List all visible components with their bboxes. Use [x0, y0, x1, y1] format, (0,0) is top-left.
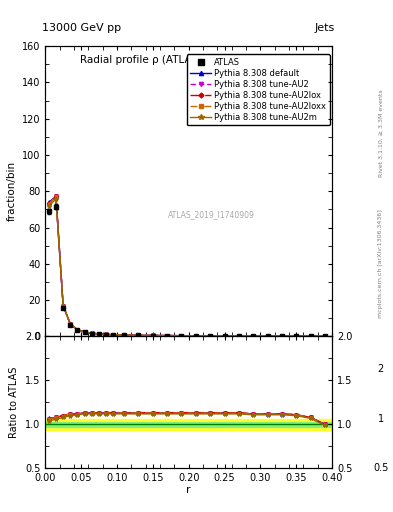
- Text: Jets: Jets: [315, 23, 335, 33]
- Text: 2: 2: [378, 365, 384, 374]
- Text: Rivet 3.1.10, ≥ 3.3M events: Rivet 3.1.10, ≥ 3.3M events: [378, 90, 383, 177]
- Legend: ATLAS, Pythia 8.308 default, Pythia 8.308 tune-AU2, Pythia 8.308 tune-AU2lox, Py: ATLAS, Pythia 8.308 default, Pythia 8.30…: [187, 54, 330, 125]
- Y-axis label: fraction/bin: fraction/bin: [6, 161, 16, 221]
- Text: 0.5: 0.5: [373, 463, 389, 474]
- Text: ATLAS_2019_I1740909: ATLAS_2019_I1740909: [168, 210, 255, 219]
- Text: 1: 1: [378, 414, 384, 424]
- Text: mcplots.cern.ch [arXiv:1306.3436]: mcplots.cern.ch [arXiv:1306.3436]: [378, 209, 383, 318]
- Text: Radial profile ρ (ATLAS jet fragmentation): Radial profile ρ (ATLAS jet fragmentatio…: [80, 55, 297, 65]
- X-axis label: r: r: [186, 485, 191, 495]
- Text: 13000 GeV pp: 13000 GeV pp: [42, 23, 121, 33]
- Y-axis label: Ratio to ATLAS: Ratio to ATLAS: [9, 367, 19, 438]
